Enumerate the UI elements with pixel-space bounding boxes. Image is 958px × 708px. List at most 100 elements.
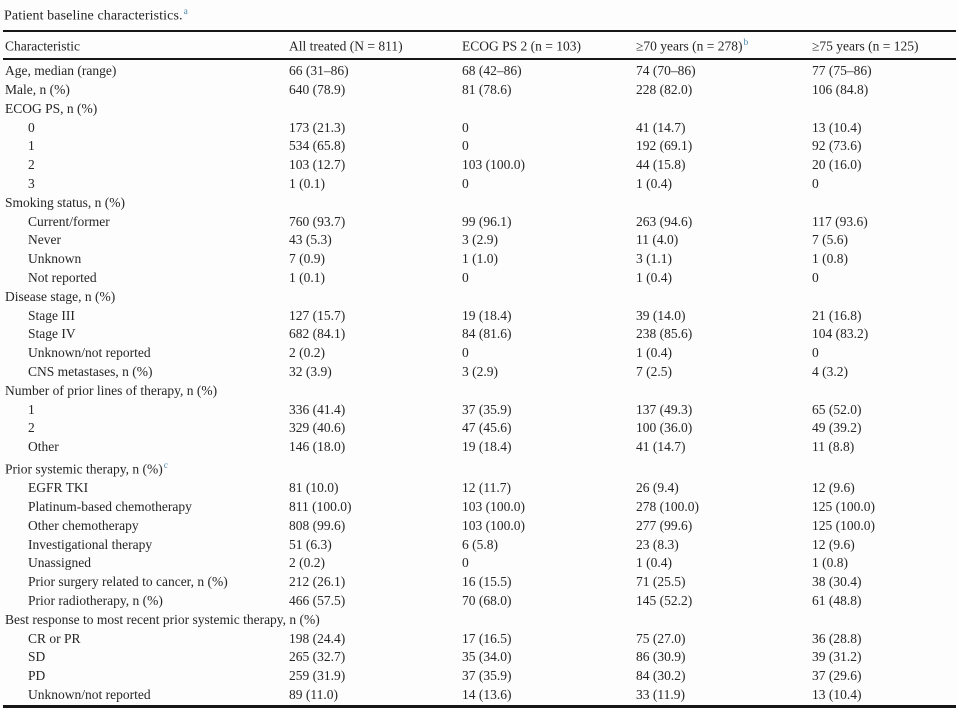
cell-value: 0	[812, 345, 819, 361]
table-row: Male, n (%) 640 (78.9) 81 (78.6) 228 (82.0)…	[3, 81, 956, 100]
row-label: Not reported	[28, 269, 97, 285]
cell-value: 1 (0.8)	[812, 555, 848, 571]
cell-value: 0	[812, 269, 819, 285]
cell-value: 21 (16.8)	[812, 307, 862, 323]
cell-value: 100 (36.0)	[636, 420, 693, 436]
table-row: Stage III 127 (15.7) 19 (18.4) 39 (14.0) 21 …	[3, 307, 956, 326]
cell-value: 1 (0.4)	[636, 269, 672, 285]
cell-value: 3 (2.9)	[462, 363, 498, 379]
cell-value: 7 (2.5)	[636, 363, 672, 379]
section-label: Number of prior lines of therapy, n (%)	[5, 382, 218, 398]
cell-value: 103 (100.0)	[462, 498, 525, 514]
cell-value	[634, 100, 810, 119]
cell-value: 19 (18.4)	[462, 307, 512, 323]
cell-value: 86 (30.9)	[636, 649, 686, 665]
cell-value: 92 (73.6)	[812, 138, 862, 154]
row-label: Prior surgery related to cancer, n (%)	[28, 574, 228, 590]
table-row: Unknown 7 (0.9) 1 (1.0) 3 (1.1) 1 (0.8)	[3, 250, 956, 269]
cell-value: 0	[812, 175, 819, 191]
section-header-row: Best response to most recent prior syste…	[3, 611, 956, 630]
cell-value: 19 (18.4)	[462, 439, 512, 455]
cell-value: 32 (3.9)	[289, 363, 332, 379]
table-body: Age, median (range) 66 (31–86) 68 (42–86) 7…	[3, 59, 956, 707]
column-header-label: ≥70 years (n = 278)	[636, 38, 743, 54]
cell-value: 12 (9.6)	[812, 536, 855, 552]
row-label: Unknown/not reported	[28, 686, 151, 702]
cell-value: 808 (99.6)	[289, 517, 346, 533]
table-row: 1 534 (65.8) 0 192 (69.1) 92 (73.6)	[3, 137, 956, 156]
column-header-characteristic: Characteristic	[3, 31, 287, 60]
cell-value: 640 (78.9)	[289, 81, 346, 97]
cell-value: 263 (94.6)	[636, 213, 693, 229]
cell-value	[810, 100, 956, 119]
cell-value: 173 (21.3)	[289, 119, 346, 135]
cell-value: 6 (5.8)	[462, 536, 498, 552]
row-label: Prior radiotherapy, n (%)	[28, 592, 163, 608]
row-label: 1	[28, 401, 35, 417]
section-label: Disease stage, n (%)	[5, 288, 116, 304]
cell-value: 1 (0.1)	[289, 269, 325, 285]
cell-value	[287, 457, 460, 479]
cell-value: 36 (28.8)	[812, 630, 862, 646]
table-row: Not reported 1 (0.1) 0 1 (0.4) 0	[3, 269, 956, 288]
cell-value: 0	[462, 175, 469, 191]
cell-value: 41 (14.7)	[636, 439, 686, 455]
cell-value	[460, 611, 634, 630]
cell-value: 682 (84.1)	[289, 326, 346, 342]
cell-value: 198 (24.4)	[289, 630, 346, 646]
section-label: Smoking status, n (%)	[5, 194, 125, 210]
table-row: Unknown/not reported 89 (11.0) 14 (13.6) 33…	[3, 686, 956, 706]
cell-value	[810, 194, 956, 213]
section-header-row: Prior systemic therapy, n (%)c	[3, 457, 956, 479]
row-label: Other chemotherapy	[28, 517, 139, 533]
cell-value: 35 (34.0)	[462, 649, 512, 665]
cell-value: 61 (48.8)	[812, 592, 862, 608]
cell-value: 0	[462, 119, 469, 135]
cell-value: 125 (100.0)	[812, 517, 875, 533]
cell-value: 65 (52.0)	[812, 401, 862, 417]
section-header-row: Disease stage, n (%)	[3, 288, 956, 307]
cell-value: 103 (12.7)	[289, 157, 346, 173]
cell-value: 51 (6.3)	[289, 536, 332, 552]
cell-value: 0	[462, 269, 469, 285]
table-title-text: Patient baseline characteristics.	[4, 8, 183, 24]
table-row: 0 173 (21.3) 0 41 (14.7) 13 (10.4)	[3, 119, 956, 138]
cell-value: 99 (96.1)	[462, 213, 512, 229]
cell-value: 238 (85.6)	[636, 326, 693, 342]
cell-value: 2 (0.2)	[289, 345, 325, 361]
row-label: Never	[28, 232, 61, 248]
cell-value: 41 (14.7)	[636, 119, 686, 135]
row-label: Platinum-based chemotherapy	[28, 498, 192, 514]
cell-value: 146 (18.0)	[289, 439, 346, 455]
row-label: EGFR TKI	[28, 480, 89, 496]
cell-value	[460, 100, 634, 119]
cell-value: 14 (13.6)	[462, 686, 512, 702]
cell-value: 760 (93.7)	[289, 213, 346, 229]
cell-value: 26 (9.4)	[636, 480, 679, 496]
column-footnote-marker-b: b	[743, 37, 749, 48]
section-label: Best response to most recent prior syste…	[5, 611, 320, 627]
table-row: Prior surgery related to cancer, n (%) 21…	[3, 573, 956, 592]
section-label: Prior systemic therapy, n (%)c	[5, 460, 168, 477]
table-row: 1 336 (41.4) 37 (35.9) 137 (49.3) 65 (52.0)	[3, 401, 956, 420]
section-label: ECOG PS, n (%)	[5, 100, 98, 116]
cell-value: 103 (100.0)	[462, 157, 525, 173]
cell-value: 125 (100.0)	[812, 498, 875, 514]
cell-value: 11 (4.0)	[636, 232, 679, 248]
row-label: Unknown	[28, 251, 82, 267]
cell-value: 16 (15.5)	[462, 574, 512, 590]
cell-value: 278 (100.0)	[636, 498, 699, 514]
column-header-label: All treated (N = 811)	[289, 38, 403, 54]
cell-value: 70 (68.0)	[462, 592, 512, 608]
table-header-row: Characteristic All treated (N = 811) ECO…	[3, 30, 956, 60]
cell-value: 3 (2.9)	[462, 232, 498, 248]
table-row: Other chemotherapy 808 (99.6) 103 (100.0) 2…	[3, 517, 956, 536]
cell-value: 44 (15.8)	[636, 157, 686, 173]
row-label: 3	[28, 175, 35, 191]
cell-value: 1 (0.4)	[636, 555, 672, 571]
cell-value: 81 (78.6)	[462, 81, 512, 97]
table-header: Characteristic All treated (N = 811) ECO…	[3, 30, 956, 60]
cell-value: 534 (65.8)	[289, 138, 346, 154]
cell-value	[460, 457, 634, 479]
